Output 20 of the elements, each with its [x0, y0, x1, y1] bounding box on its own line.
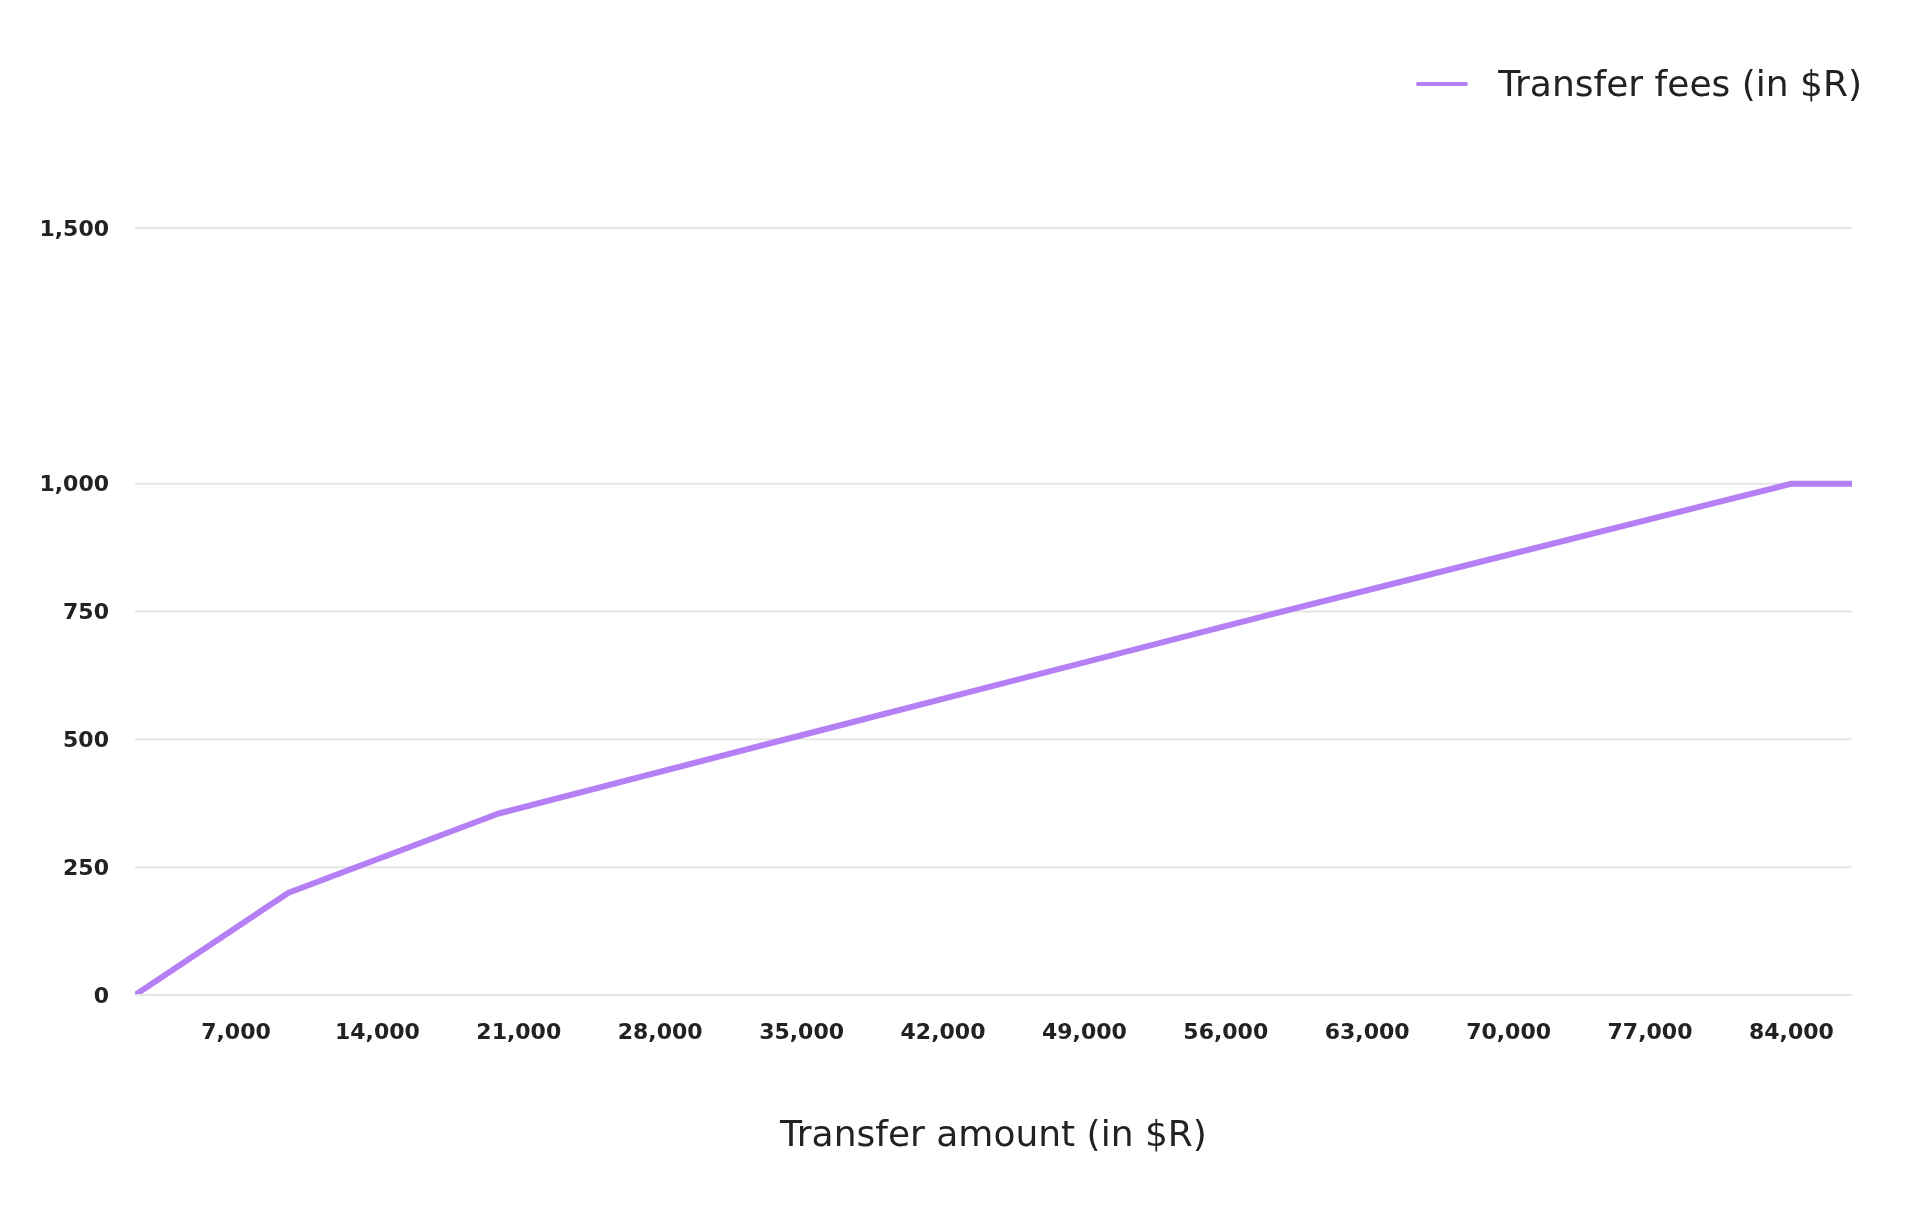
y-tick-label: 1,500	[39, 215, 109, 241]
x-tick-label: 70,000	[1466, 1018, 1552, 1044]
x-tick-label: 35,000	[759, 1018, 845, 1044]
x-tick-label: 49,000	[1041, 1018, 1127, 1044]
x-tick-label: 28,000	[617, 1018, 703, 1044]
y-tick-label: 500	[63, 727, 109, 753]
x-tick-label: 7,000	[201, 1018, 271, 1044]
y-tick-label: 750	[63, 599, 109, 625]
x-tick-label: 77,000	[1607, 1018, 1693, 1044]
y-tick-label: 1,000	[39, 471, 109, 497]
x-tick-label: 84,000	[1748, 1018, 1834, 1044]
y-tick-label: 0	[93, 982, 109, 1008]
x-axis-title: Transfer amount (in $R)	[779, 1113, 1207, 1154]
x-tick-label: 42,000	[900, 1018, 986, 1044]
y-tick-label: 250	[63, 854, 109, 880]
legend-label: Transfer fees (in $R)	[1498, 63, 1862, 104]
x-tick-label: 21,000	[476, 1018, 562, 1044]
x-tick-label: 56,000	[1183, 1018, 1269, 1044]
x-tick-label: 14,000	[334, 1018, 420, 1044]
x-tick-label: 63,000	[1324, 1018, 1410, 1044]
